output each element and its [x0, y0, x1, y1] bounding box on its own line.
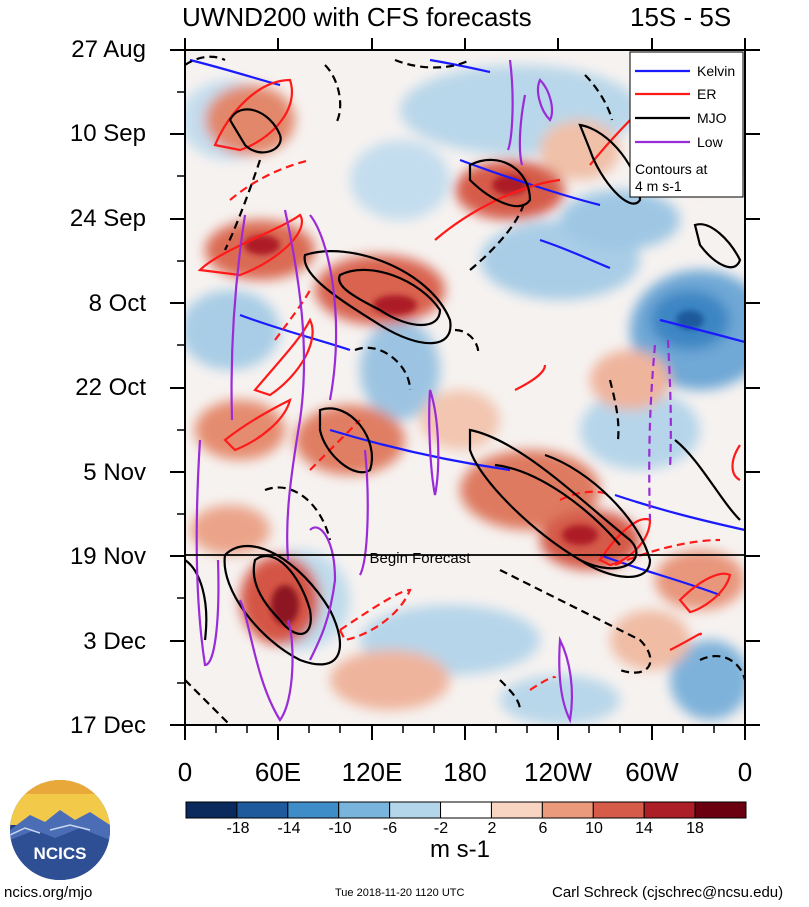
x-tick-label: 0: [177, 757, 193, 787]
colorbar-swatch: [541, 801, 594, 819]
y-tick-label: 8 Oct: [88, 290, 146, 317]
x-tick-label: 60E: [254, 757, 302, 787]
y-tick-label: 24 Sep: [69, 205, 146, 232]
y-tick-label: 3 Dec: [83, 628, 146, 655]
y-tick-marks: [170, 49, 760, 726]
colorbar-label: -2: [433, 820, 449, 837]
legend: Kelvin ER MJO Low Contours at 4 m s-1: [629, 51, 744, 198]
chart-subtitle: 15S - 5S: [630, 2, 732, 32]
footer-site: ncics.org/mjo: [4, 884, 93, 901]
colorbar-label: 6: [538, 820, 548, 837]
colorbar-label: -18: [226, 820, 250, 837]
colorbar-label: -10: [328, 820, 352, 837]
colorbar-swatch: [592, 801, 645, 819]
x-tick-label: 60W: [625, 757, 679, 787]
colorbar-swatch: [287, 801, 340, 819]
ncics-logo: NCICS: [10, 780, 110, 880]
colorbar-swatch: [694, 801, 747, 819]
colorbar-label: 10: [585, 820, 603, 837]
legend-label-kelvin: Kelvin: [697, 63, 735, 79]
colorbar-label: 18: [686, 820, 704, 837]
colorbar-label: 2: [487, 820, 497, 837]
colorbar-swatch: [490, 801, 543, 819]
ncics-logo-text: NCICS: [34, 844, 87, 863]
y-tick-label: 5 Nov: [83, 459, 146, 486]
x-tick-label: 120W: [524, 757, 592, 787]
colorbar-label: 14: [635, 820, 653, 837]
y-tick-label: 27 Aug: [71, 36, 146, 63]
x-tick-marks: [184, 38, 746, 740]
colorbar: [185, 801, 747, 819]
legend-label-er: ER: [697, 86, 716, 102]
colorbar-swatch: [185, 801, 238, 819]
colorbar-swatch: [643, 801, 696, 819]
x-tick-label: 0: [737, 757, 753, 787]
legend-label-mjo: MJO: [697, 110, 727, 126]
y-minor-ticks: [177, 91, 185, 684]
y-tick-label: 10 Sep: [69, 120, 146, 147]
x-tick-label: 180: [443, 757, 487, 787]
y-tick-label: 19 Nov: [69, 543, 146, 570]
colorbar-swatch: [389, 801, 442, 819]
colorbar-swatch: [338, 801, 391, 819]
x-minor-ticks: [215, 725, 715, 733]
colorbar-units: m s-1: [430, 836, 490, 863]
chart-title: UWND200 with CFS forecasts: [182, 2, 532, 32]
y-tick-label: 22 Oct: [75, 374, 146, 401]
begin-forecast-label: Begin Forecast: [370, 550, 472, 567]
legend-label-low: Low: [697, 134, 724, 150]
colorbar-label: -14: [277, 820, 301, 837]
y-tick-label: 17 Dec: [69, 712, 146, 739]
x-tick-label: 120E: [341, 757, 403, 787]
footer-author: Carl Schreck (cjschrec@ncsu.edu): [552, 884, 784, 901]
colorbar-swatch: [440, 801, 492, 819]
legend-note-line1: Contours at: [635, 161, 707, 177]
wave-contours: [185, 55, 745, 725]
footer-timestamp: Tue 2018-11-20 1120 UTC: [335, 887, 465, 899]
colorbar-swatch: [236, 801, 289, 819]
colorbar-label: -6: [382, 820, 398, 837]
legend-note-line2: 4 m s-1: [635, 178, 682, 194]
